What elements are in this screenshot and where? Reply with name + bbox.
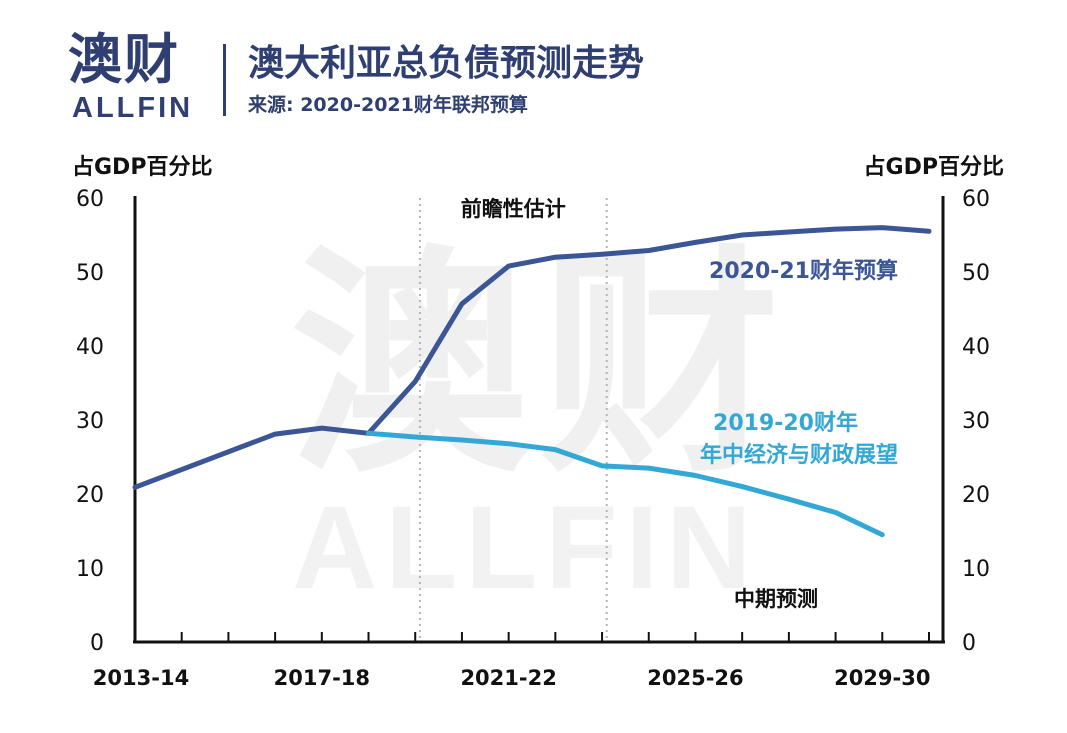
- y-tick-left-1: 10: [76, 557, 104, 582]
- y-tick-left-5: 50: [76, 261, 104, 286]
- x-tick-label-1: 2017-18: [274, 666, 370, 690]
- y-tick-right-1: 10: [962, 557, 990, 582]
- y-tick-right-0: 0: [962, 631, 976, 656]
- brand-logo-en: ALLFIN: [72, 92, 194, 124]
- y-tick-right-3: 30: [962, 409, 990, 434]
- brand-logo-cn: 澳财: [68, 28, 180, 91]
- series-label-myefo-line-1: 年中经济与财政展望: [700, 442, 898, 468]
- chart-source: 来源: 2020-2021财年联邦预算: [248, 94, 528, 116]
- y-tick-left-4: 40: [76, 335, 104, 360]
- y-axis-title-right: 占GDP百分比: [864, 155, 1004, 180]
- series-label-myefo-line-0: 2019-20财年: [713, 410, 858, 436]
- y-tick-left-3: 30: [76, 409, 104, 434]
- x-tick-label-4: 2029-30: [834, 666, 930, 690]
- series-label-budget: 2020-21财年预算: [709, 258, 898, 284]
- chart-title: 澳大利亚总负债预测走势: [248, 43, 645, 84]
- series-line-0: [132, 225, 932, 490]
- x-tick-label-2: 2021-22: [460, 666, 556, 690]
- y-tick-left-2: 20: [76, 483, 104, 508]
- x-tick-label-0: 2013-14: [93, 666, 189, 690]
- annotation-forward-estimates: 前瞻性估计: [461, 197, 566, 221]
- y-tick-right-2: 20: [962, 483, 990, 508]
- y-axis-title-left: 占GDP百分比: [72, 155, 212, 180]
- annotation-medium-term: 中期预测: [734, 587, 818, 611]
- y-tick-right-6: 60: [962, 187, 990, 212]
- y-tick-left-6: 60: [76, 187, 104, 212]
- header-divider: [223, 44, 226, 116]
- y-tick-left-0: 0: [90, 631, 104, 656]
- series-line-1: [366, 430, 885, 538]
- x-tick-label-3: 2025-26: [647, 666, 743, 690]
- y-tick-right-4: 40: [962, 335, 990, 360]
- y-tick-right-5: 50: [962, 261, 990, 286]
